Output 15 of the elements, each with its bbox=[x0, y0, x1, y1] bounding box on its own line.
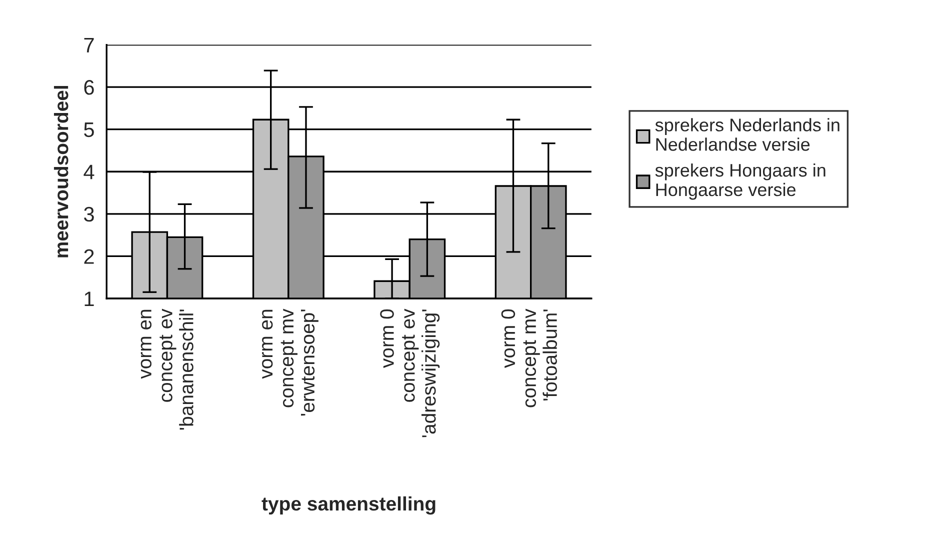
y-tick-label: 3 bbox=[84, 206, 94, 222]
x-tick-label: vorm 0 concept ev 'adreswijziging' bbox=[380, 308, 440, 438]
y-tick-label: 2 bbox=[84, 249, 94, 264]
legend-label: sprekers Nederlands in Nederlandse versie bbox=[655, 118, 840, 151]
x-tick-label: vorm 0 concept mv 'fotoalbum' bbox=[501, 308, 557, 408]
y-tick-label: 6 bbox=[84, 80, 94, 95]
x-tick-label: vorm en concept ev 'bananenschil' bbox=[140, 308, 194, 430]
legend-label: sprekers Hongaars in Hongaarse versie bbox=[655, 163, 826, 200]
y-axis-title: meervoudsoordeel bbox=[54, 86, 68, 258]
y-tick-label: 1 bbox=[84, 292, 94, 306]
y-tick-label: 7 bbox=[84, 38, 94, 52]
x-tick-label: vorm en concept mv 'erwtensoep' bbox=[262, 308, 318, 416]
y-tick-label: 5 bbox=[84, 122, 94, 138]
y-tick-label: 4 bbox=[84, 164, 94, 180]
x-axis-title: type samenstelling bbox=[262, 496, 436, 515]
